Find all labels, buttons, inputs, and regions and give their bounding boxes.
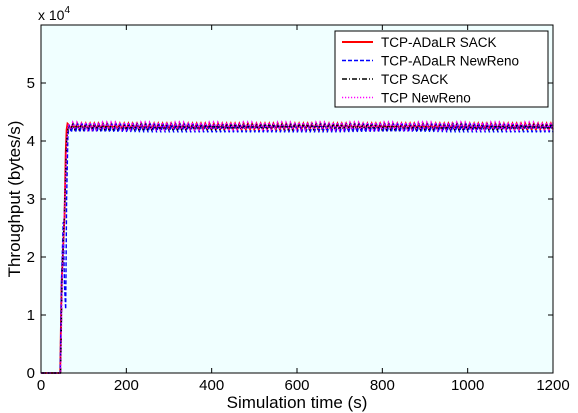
series-line-4 — [41, 119, 554, 374]
ticks-layer: 0 200 400 600 800 1000 1200 0 1 2 3 4 5 — [27, 25, 570, 394]
x-tick-label: 600 — [284, 377, 309, 394]
series-layer — [41, 119, 554, 374]
x-tick-label: 800 — [370, 377, 395, 394]
x-axis-title: Simulation time (s) — [227, 393, 368, 412]
legend: TCP-ADaLR SACK TCP-ADaLR NewReno TCP SACK T… — [334, 30, 549, 108]
legend-label: TCP NewReno — [381, 91, 471, 106]
legend-item: TCP NewReno — [342, 91, 471, 106]
legend-item: TCP-ADaLR SACK — [342, 35, 497, 50]
x-tick-label: 400 — [199, 377, 224, 394]
x-tick-label: 1000 — [451, 377, 484, 394]
series-line-2 — [41, 123, 554, 374]
y-tick-label: 5 — [27, 75, 35, 92]
legend-label: TCP-ADaLR NewReno — [381, 54, 519, 69]
y-axis-title: Throughput (bytes/s) — [5, 121, 24, 278]
y-tick-label: 2 — [27, 249, 35, 266]
x-tick-label: 1200 — [536, 377, 569, 394]
y-tick-label: 1 — [27, 307, 35, 324]
legend-label: TCP-ADaLR SACK — [381, 35, 497, 50]
plot-frame — [40, 24, 554, 374]
legend-item: TCP-ADaLR NewReno — [342, 54, 519, 69]
y-tick-label: 0 — [27, 365, 35, 382]
x-tick-label: 200 — [114, 377, 139, 394]
legend-box — [334, 30, 549, 108]
y-axis-multiplier-exponent: 4 — [64, 5, 70, 16]
x-tick-label: 0 — [37, 377, 45, 394]
y-tick-label: 4 — [27, 133, 35, 150]
legend-item: TCP SACK — [342, 72, 448, 87]
legend-label: TCP SACK — [381, 72, 448, 87]
y-tick-label: 3 — [27, 191, 35, 208]
y-axis-multiplier: x 104 — [38, 5, 70, 23]
